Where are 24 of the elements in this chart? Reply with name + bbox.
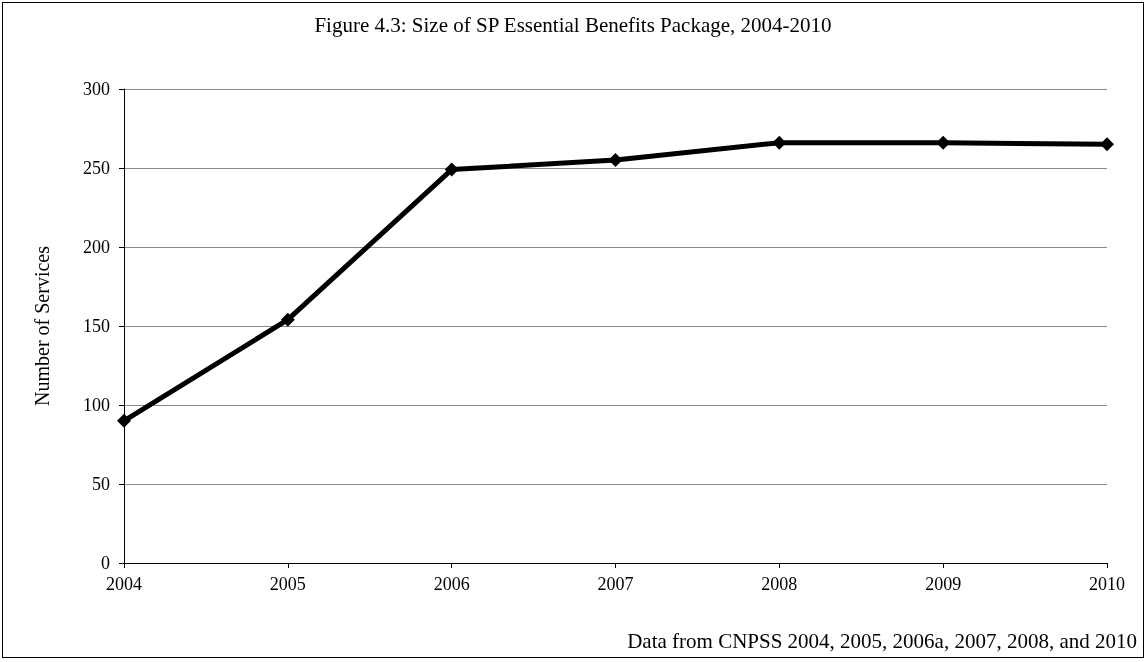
- y-tick-label: 200: [83, 237, 110, 257]
- x-tick-label: 2006: [433, 574, 470, 594]
- y-tick-label: 50: [92, 474, 110, 494]
- chart-title: Figure 4.3: Size of SP Essential Benefits Package, 2004-2010: [314, 12, 832, 37]
- x-tick-label: 2007: [597, 574, 634, 594]
- point: [444, 162, 459, 177]
- point: [608, 153, 623, 168]
- point: [936, 135, 951, 150]
- x-tick-label: 2010: [1089, 574, 1125, 594]
- point: [1100, 137, 1114, 152]
- y-tick-label: 300: [83, 79, 110, 99]
- x-tick-label: 2009: [925, 574, 962, 594]
- point: [772, 135, 787, 150]
- point: [117, 413, 131, 428]
- y-tick-label: 150: [83, 316, 110, 336]
- y-tick-label: 100: [83, 395, 110, 415]
- x-tick-label: 2008: [761, 574, 798, 594]
- x-tick-label: 2004: [106, 574, 142, 594]
- x-tick-label: 2005: [269, 574, 306, 594]
- y-tick-label: 0: [101, 553, 110, 573]
- point: [280, 312, 295, 327]
- y-tick-label: 250: [83, 158, 110, 178]
- text: Data from CNPSS 2004, 2005, 2006a, 2007, 2008, and 2010: [627, 628, 1138, 653]
- y-axis-title: Number of Services: [31, 245, 53, 406]
